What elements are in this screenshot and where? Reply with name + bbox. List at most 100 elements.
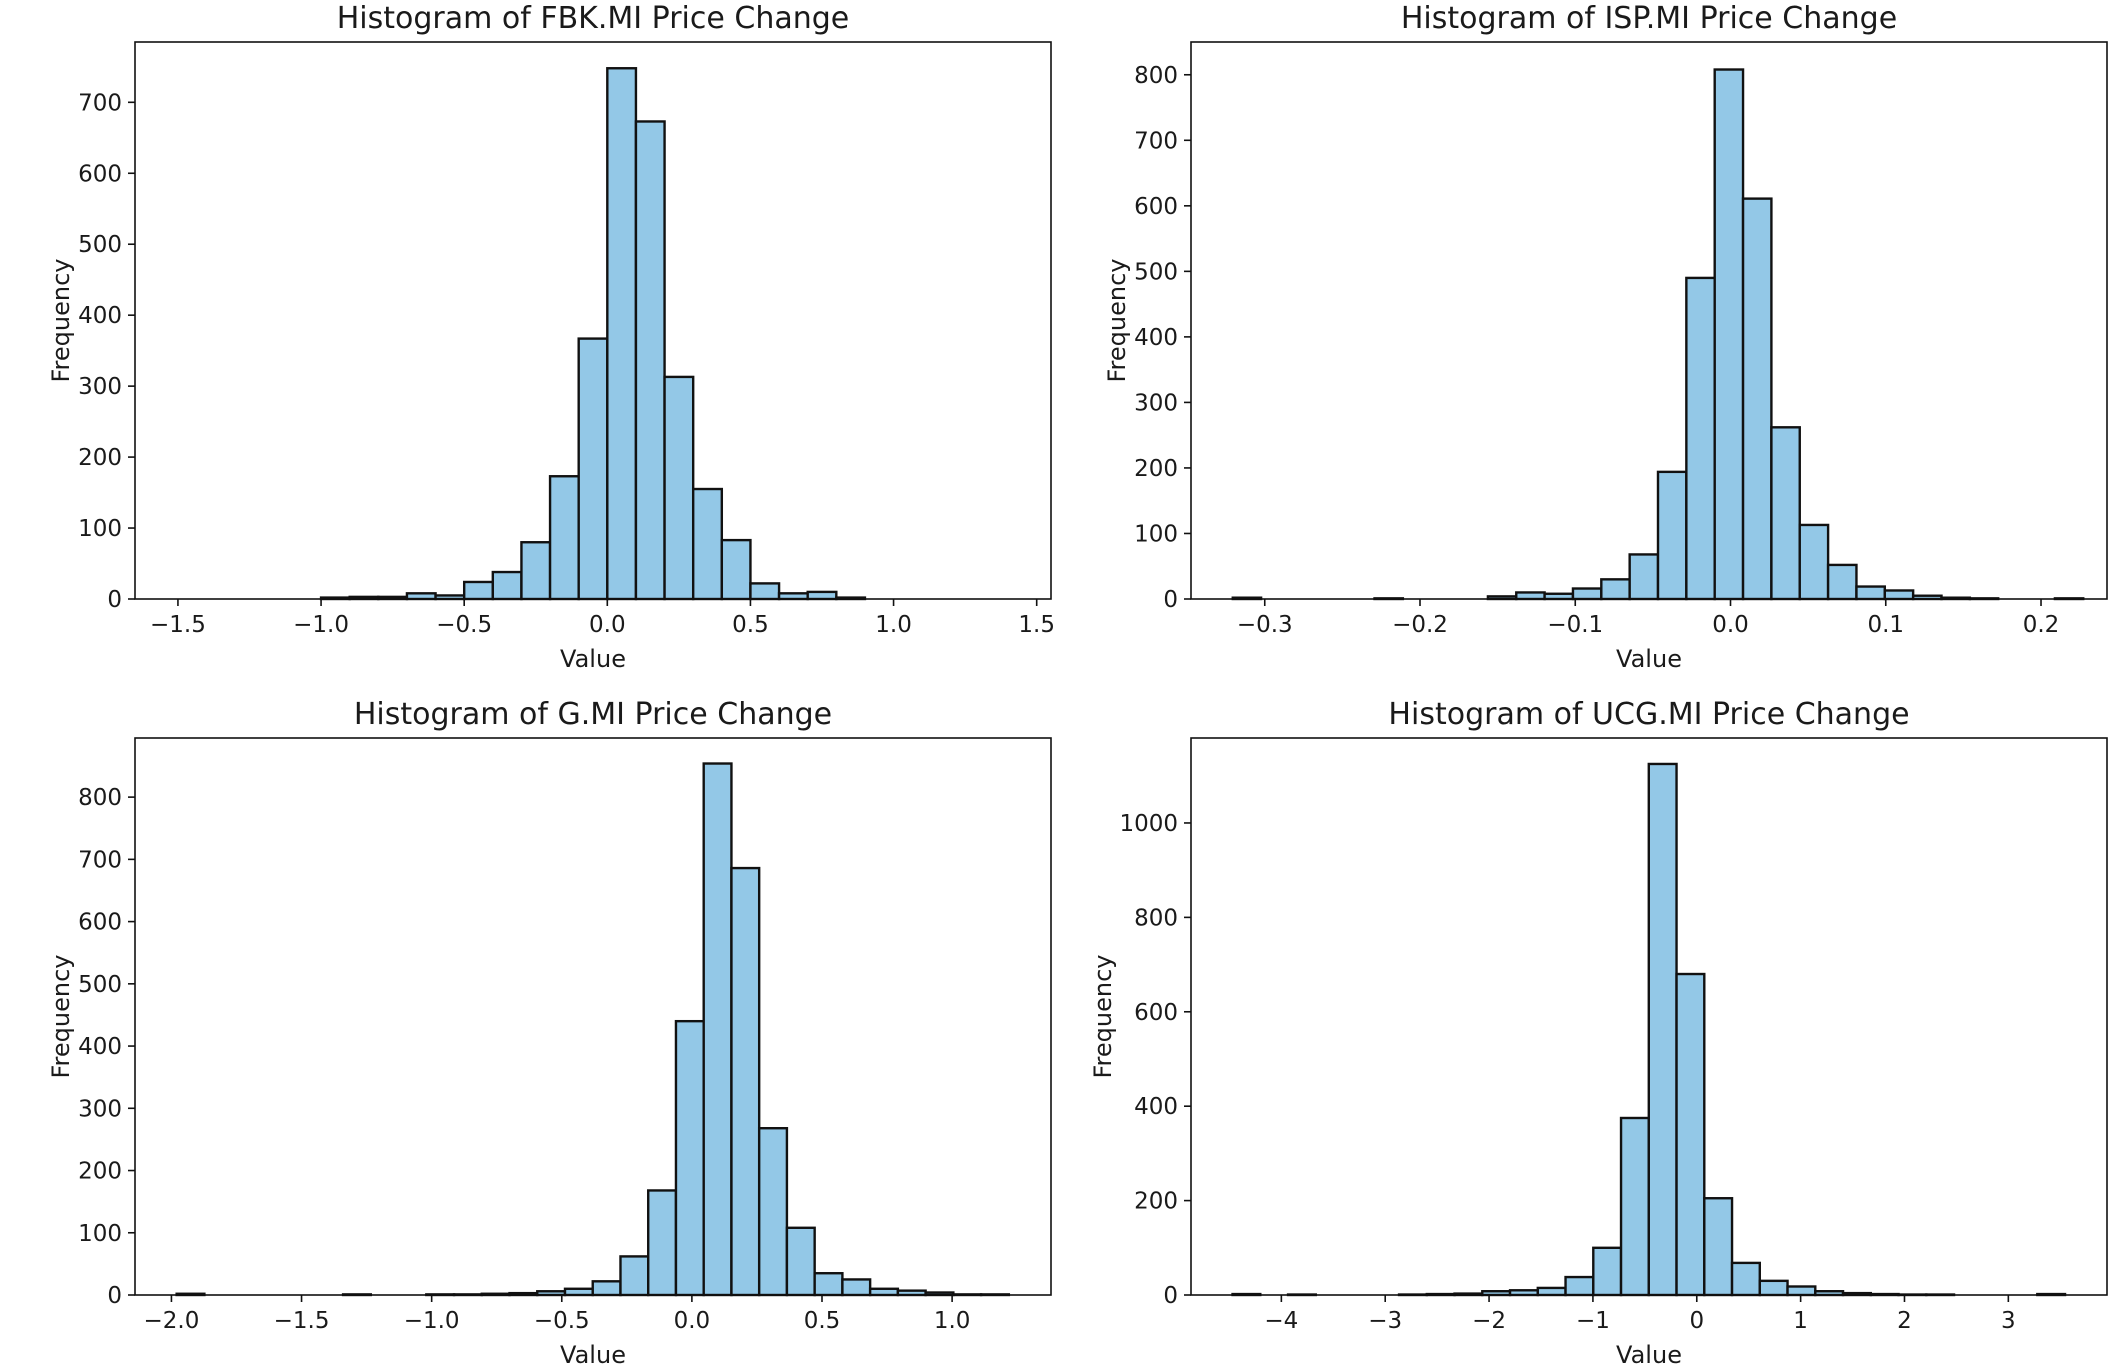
- y-tick-label: 1000: [1119, 811, 1178, 837]
- chart-title: Histogram of G.MI Price Change: [354, 697, 832, 732]
- y-tick-label: 700: [78, 90, 122, 116]
- x-tick-label: −3: [1368, 1308, 1402, 1334]
- histogram-bar: [1619, 1116, 1650, 1297]
- histogram-bar: [1883, 589, 1915, 601]
- y-tick-label: 0: [1163, 587, 1178, 613]
- histogram-bar: [1656, 470, 1688, 601]
- histogram-bar: [591, 1280, 622, 1297]
- histogram-bar: [491, 570, 523, 601]
- histogram-bar: [806, 590, 838, 601]
- x-tick-label: −2.0: [144, 1308, 200, 1334]
- x-tick-label: −0.1: [1547, 612, 1603, 638]
- histogram-bar: [1536, 1286, 1567, 1297]
- x-tick-label: 1.0: [934, 1308, 971, 1334]
- x-tick-label: −1.5: [274, 1308, 330, 1334]
- y-tick-label: 600: [78, 161, 122, 187]
- y-tick-label: 800: [1134, 905, 1178, 931]
- histogram-bar: [563, 1287, 594, 1297]
- y-tick-label: 700: [78, 847, 122, 873]
- histogram-bar: [757, 1127, 789, 1297]
- x-tick-label: −1: [1576, 1308, 1610, 1334]
- x-tick-label: −0.5: [534, 1308, 590, 1334]
- x-tick-label: 2: [1897, 1308, 1912, 1334]
- y-tick-label: 400: [1134, 325, 1178, 351]
- y-tick-label: 700: [1134, 128, 1178, 154]
- x-tick-label: 0.1: [1867, 612, 1904, 638]
- x-axis-label: Value: [1616, 1341, 1682, 1368]
- histogram-bar: [1647, 762, 1678, 1297]
- plot-frame: [134, 737, 1052, 1296]
- y-tick-label: 100: [78, 1221, 122, 1247]
- x-tick-label: −1.0: [404, 1308, 460, 1334]
- y-tick-label: 100: [78, 516, 122, 542]
- y-axis-label: Frequency: [47, 955, 75, 1079]
- y-tick-label: 0: [1163, 1283, 1178, 1309]
- y-tick-label: 600: [1134, 1000, 1178, 1026]
- x-tick-label: 1.5: [1018, 612, 1055, 638]
- histogram-bar: [1571, 587, 1603, 601]
- x-axis-label: Value: [1616, 645, 1682, 673]
- y-tick-label: 400: [78, 303, 122, 329]
- x-tick-label: −1.0: [293, 612, 349, 638]
- y-axis-label: Frequency: [47, 259, 75, 383]
- histogram-bar: [785, 1226, 816, 1297]
- histogram-bar: [520, 541, 552, 601]
- histogram-bar: [1703, 1197, 1734, 1297]
- y-tick-label: 300: [78, 374, 122, 400]
- y-tick-label: 600: [78, 910, 122, 936]
- plot-frame: [134, 41, 1052, 600]
- histogram-bar: [1770, 426, 1801, 601]
- histogram-bar: [1600, 578, 1631, 601]
- y-axis-label: Frequency: [1103, 259, 1131, 383]
- chart-title: Histogram of ISP.MI Price Change: [1401, 1, 1897, 36]
- y-axis-label: Frequency: [1089, 955, 1117, 1079]
- histogram-bar: [405, 592, 437, 601]
- x-tick-label: 0.0: [1712, 612, 1749, 638]
- histogram-bar: [868, 1287, 900, 1297]
- x-tick-label: 0.0: [674, 1308, 711, 1334]
- x-tick-label: 0.5: [804, 1308, 841, 1334]
- histogram-bar: [619, 1255, 650, 1297]
- histogram-bar: [749, 582, 781, 601]
- histogram-bar: [462, 580, 495, 601]
- histogram-bar: [1564, 1275, 1595, 1297]
- histogram-bar: [1592, 1246, 1623, 1297]
- histogram-bar: [1758, 1279, 1789, 1297]
- histogram-bar: [674, 1019, 705, 1297]
- chart-ucg: −4 −3 −2 −1 0 1 2 3 0 200 400 600 800 1000 Histogram o…: [1089, 697, 2108, 1368]
- y-tick-label: 100: [1134, 521, 1178, 547]
- y-tick-label: 200: [1134, 1189, 1178, 1215]
- histogram-bar: [777, 592, 809, 601]
- y-tick-label: 500: [1134, 259, 1178, 285]
- y-tick-label: 300: [1134, 390, 1178, 416]
- chart-isp: −0.3 −0.2 −0.1 0.0 0.1 0.2 0 100 200 300 400 500 600…: [1103, 1, 2108, 673]
- y-tick-label: 400: [78, 1034, 122, 1060]
- x-tick-label: −1.5: [150, 612, 206, 638]
- histogram-bar: [634, 120, 666, 601]
- histogram-bar: [647, 1189, 678, 1297]
- chart-fbk: −1.5 −1.0 −0.5 0.0 0.5 1.0 1.5 0 100 200 300 400 500…: [47, 1, 1055, 673]
- histogram-bar: [1730, 1261, 1761, 1297]
- x-tick-label: −0.2: [1392, 612, 1448, 638]
- y-tick-label: 500: [78, 972, 122, 998]
- y-tick-label: 200: [1134, 456, 1178, 482]
- y-tick-label: 200: [78, 1159, 122, 1185]
- y-tick-label: 0: [107, 1283, 122, 1309]
- y-tick-label: 400: [1134, 1094, 1178, 1120]
- x-tick-label: −0.5: [436, 612, 492, 638]
- histogram-bar: [1826, 563, 1858, 601]
- x-tick-label: 0.2: [2023, 612, 2060, 638]
- x-axis-label: Value: [560, 1341, 626, 1368]
- chart-title: Histogram of UCG.MI Price Change: [1388, 697, 1909, 732]
- x-tick-label: −4: [1264, 1308, 1298, 1334]
- y-tick-label: 800: [78, 785, 122, 811]
- histogram-bar: [577, 337, 609, 601]
- histogram-bar: [1685, 276, 1716, 601]
- x-axis-label: Value: [560, 645, 626, 673]
- x-tick-label: 1: [1793, 1308, 1808, 1334]
- x-tick-label: −0.3: [1237, 612, 1293, 638]
- histogram-bar: [606, 67, 638, 601]
- x-tick-label: 3: [2001, 1308, 2016, 1334]
- y-tick-label: 200: [78, 445, 122, 471]
